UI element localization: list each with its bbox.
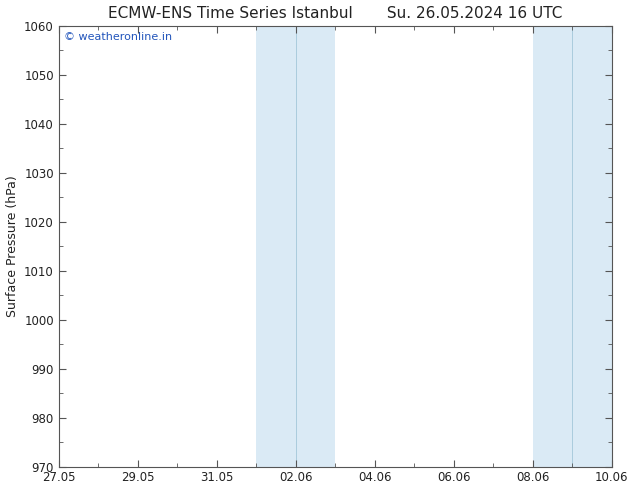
Y-axis label: Surface Pressure (hPa): Surface Pressure (hPa) bbox=[6, 175, 18, 317]
Bar bbox=[256, 26, 335, 466]
Bar bbox=[533, 26, 612, 466]
Title: ECMW-ENS Time Series Istanbul       Su. 26.05.2024 16 UTC: ECMW-ENS Time Series Istanbul Su. 26.05.… bbox=[108, 5, 562, 21]
Text: © weatheronline.in: © weatheronline.in bbox=[64, 32, 172, 43]
